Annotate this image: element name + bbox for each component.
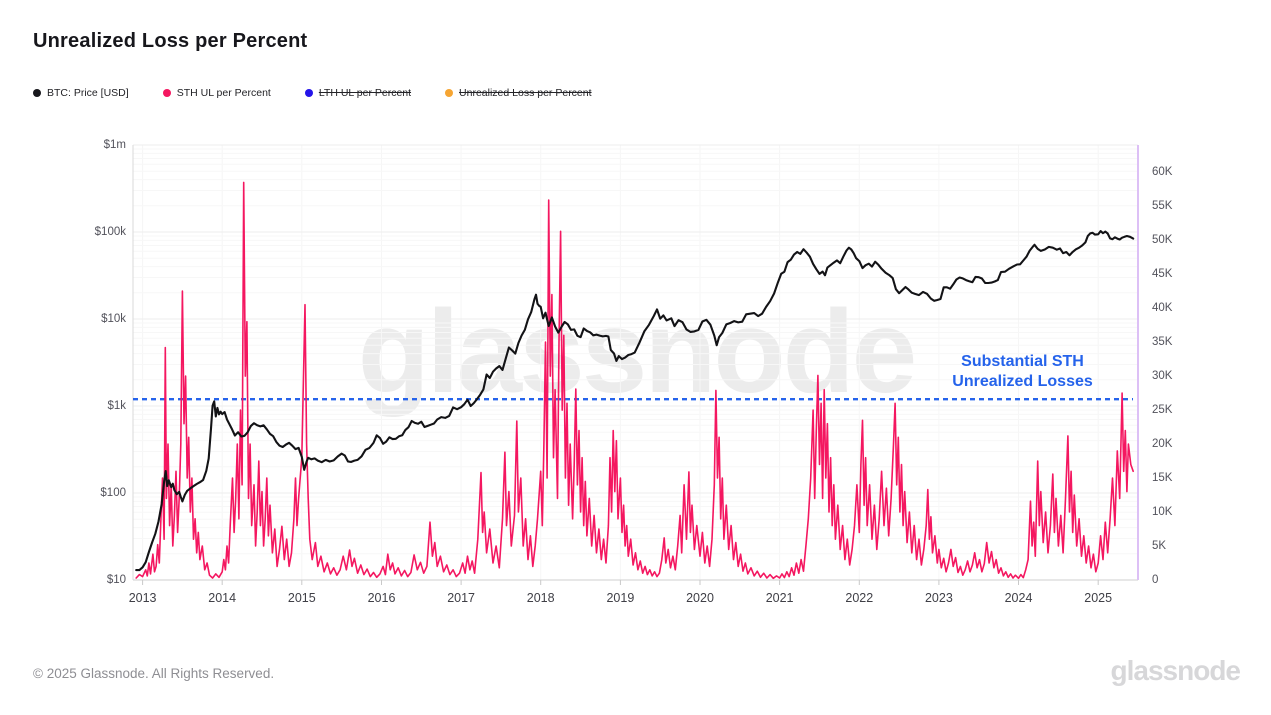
y-right-tick-label: 55K — [1152, 200, 1173, 213]
legend-dot-icon — [445, 89, 454, 97]
x-tick-label: 2024 — [1004, 591, 1033, 605]
y-right-tick-label: 60K — [1152, 166, 1173, 179]
page-title: Unrealized Loss per Percent — [33, 30, 308, 52]
y-left-tick-label: $10 — [106, 574, 126, 586]
x-tick-label: 2022 — [845, 591, 874, 605]
y-right-tick-label: 40K — [1152, 302, 1173, 315]
x-tick-label: 2014 — [208, 591, 237, 605]
legend-item-lth-ul-per-percent[interactable]: LTH UL per Percent — [304, 87, 411, 99]
y-left-tick-label: $1m — [103, 139, 126, 151]
y-right-tick-label: 5K — [1152, 540, 1167, 552]
x-tick-label: 2020 — [686, 591, 714, 605]
legend-item-sth-ul-per-percent[interactable]: STH UL per Percent — [162, 87, 271, 99]
legend-dot-icon — [33, 89, 41, 97]
series-sth-ul — [135, 181, 1134, 580]
x-tick-label: 2023 — [924, 591, 953, 605]
legend-dot-icon — [162, 89, 171, 97]
y-right-tick-label: 45K — [1152, 268, 1173, 281]
y-left-tick-label: $10k — [101, 313, 126, 325]
threshold-annotation-line1: Substantial STH — [961, 353, 1084, 371]
legend-item-btc-price-usd-[interactable]: BTC: Price [USD] — [33, 87, 129, 99]
y-right-tick-label: 50K — [1152, 234, 1173, 247]
y-right-tick-label: 35K — [1152, 336, 1173, 349]
series-btc-price — [135, 230, 1135, 572]
y-left-tick-label: $100 — [100, 487, 126, 499]
x-tick-label: 2017 — [447, 591, 475, 605]
glassnode-logo: glassnode — [1110, 655, 1241, 686]
chart-legend: BTC: Price [USD] STH UL per Percent LTH … — [33, 87, 592, 99]
threshold-annotation-line2: Unrealized Losses — [952, 373, 1093, 391]
x-tick-label: 2021 — [765, 591, 794, 605]
legend-dot-icon — [304, 89, 313, 97]
x-tick-label: 2015 — [287, 591, 316, 605]
y-left-tick-label: $1k — [107, 400, 126, 412]
y-left-tick-label: $100k — [94, 226, 126, 238]
y-right-tick-label: 25K — [1152, 404, 1173, 417]
x-tick-label: 2016 — [367, 591, 396, 605]
y-right-tick-label: 10K — [1152, 506, 1173, 518]
y-right-tick-label: 0 — [1152, 574, 1159, 586]
y-right-tick-label: 20K — [1152, 438, 1173, 451]
copyright-text: © 2025 Glassnode. All Rights Reserved. — [33, 666, 275, 681]
legend-item-unrealized-loss-per-percent[interactable]: Unrealized Loss per Percent — [445, 87, 592, 99]
x-tick-label: 2019 — [606, 591, 635, 605]
x-tick-label: 2013 — [128, 591, 157, 605]
threshold-annotation: Substantial STH Unrealized Losses — [938, 352, 1108, 392]
y-right-tick-label: 30K — [1152, 370, 1173, 383]
x-tick-label: 2018 — [526, 591, 555, 605]
x-tick-label: 2025 — [1084, 591, 1113, 605]
y-right-tick-label: 15K — [1152, 472, 1173, 484]
